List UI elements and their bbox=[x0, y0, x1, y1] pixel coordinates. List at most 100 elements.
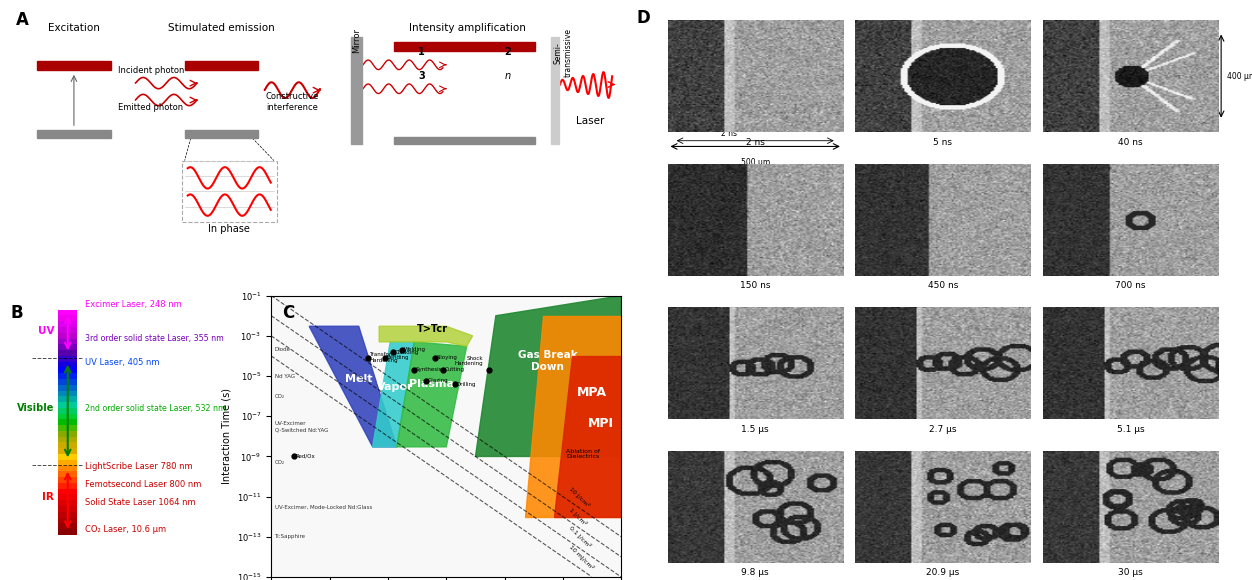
Bar bbox=[58, 419, 78, 425]
Bar bbox=[58, 316, 78, 321]
Text: Incident photon: Incident photon bbox=[118, 66, 184, 75]
Bar bbox=[58, 500, 78, 506]
Text: Melt: Melt bbox=[346, 374, 373, 384]
Text: Femotsecond Laser 800 nm: Femotsecond Laser 800 nm bbox=[85, 480, 202, 489]
Bar bbox=[58, 373, 78, 379]
Text: 3rd order solid state Laser, 355 nm: 3rd order solid state Laser, 355 nm bbox=[85, 334, 224, 343]
Text: Stimulated emission: Stimulated emission bbox=[168, 23, 275, 32]
Text: Plasma: Plasma bbox=[408, 379, 453, 389]
Text: A: A bbox=[15, 12, 29, 30]
Text: C: C bbox=[282, 304, 294, 322]
Text: 500 μm: 500 μm bbox=[740, 158, 770, 167]
Y-axis label: Interaction Time (s): Interaction Time (s) bbox=[222, 389, 232, 484]
Text: 2 ns: 2 ns bbox=[721, 129, 737, 138]
Bar bbox=[58, 472, 78, 477]
Polygon shape bbox=[525, 316, 621, 517]
Text: 1.5 μs: 1.5 μs bbox=[741, 425, 769, 434]
Text: Visible: Visible bbox=[16, 403, 54, 413]
Bar bbox=[58, 408, 78, 414]
Bar bbox=[351, 37, 362, 144]
Text: MPI: MPI bbox=[588, 417, 613, 430]
Bar bbox=[58, 529, 78, 535]
Text: Shock
Hardening: Shock Hardening bbox=[454, 356, 483, 367]
Text: Cladding: Cladding bbox=[394, 350, 419, 355]
Bar bbox=[182, 161, 277, 223]
Text: CO₂: CO₂ bbox=[274, 394, 284, 398]
Bar bbox=[58, 489, 78, 495]
Polygon shape bbox=[397, 342, 467, 447]
Text: 10 J/cm²: 10 J/cm² bbox=[568, 485, 591, 508]
Text: 700 ns: 700 ns bbox=[1116, 281, 1146, 291]
Text: Vapor: Vapor bbox=[377, 382, 413, 392]
Text: Glazing: Glazing bbox=[428, 378, 448, 383]
Bar bbox=[38, 60, 111, 70]
Text: UV: UV bbox=[38, 325, 54, 336]
Text: 150 ns: 150 ns bbox=[740, 281, 770, 291]
Text: Bending: Bending bbox=[387, 356, 409, 360]
Text: 450 ns: 450 ns bbox=[928, 281, 958, 291]
Text: 2 ns: 2 ns bbox=[746, 138, 765, 147]
Bar bbox=[58, 402, 78, 408]
Bar bbox=[58, 460, 78, 466]
Text: Excimer Laser, 248 nm: Excimer Laser, 248 nm bbox=[85, 300, 182, 309]
Bar bbox=[58, 350, 78, 356]
Text: Ti:Sapphire: Ti:Sapphire bbox=[274, 534, 305, 539]
Text: 1 J/cm²: 1 J/cm² bbox=[568, 507, 588, 527]
Text: T>Tcr: T>Tcr bbox=[417, 324, 448, 334]
Text: Cutting: Cutting bbox=[446, 368, 466, 372]
Bar bbox=[58, 448, 78, 454]
Polygon shape bbox=[476, 296, 621, 456]
Text: 10 mJ/cm²: 10 mJ/cm² bbox=[568, 543, 595, 570]
Bar bbox=[58, 339, 78, 345]
Text: Transform.
Hardening: Transform. Hardening bbox=[369, 353, 398, 363]
Text: 1: 1 bbox=[418, 47, 424, 57]
Text: Intensity amplification: Intensity amplification bbox=[409, 23, 526, 32]
Bar bbox=[58, 443, 78, 448]
Text: Si surface: Si surface bbox=[667, 175, 712, 184]
Bar bbox=[58, 379, 78, 385]
Text: CO₂ Laser, 10.6 μm: CO₂ Laser, 10.6 μm bbox=[85, 525, 167, 534]
Text: Gas Break
Down: Gas Break Down bbox=[518, 350, 577, 372]
Text: IR: IR bbox=[43, 492, 54, 502]
Text: 9.8 μs: 9.8 μs bbox=[741, 568, 769, 578]
Text: Synthesis: Synthesis bbox=[416, 368, 442, 372]
Bar bbox=[58, 512, 78, 517]
Bar bbox=[58, 345, 78, 350]
Bar bbox=[551, 37, 560, 144]
Text: 400 μm: 400 μm bbox=[1227, 71, 1252, 81]
Text: Mirror: Mirror bbox=[352, 28, 361, 53]
Text: Semi-
transmissive: Semi- transmissive bbox=[553, 28, 572, 77]
Text: 2: 2 bbox=[505, 47, 511, 57]
Bar bbox=[184, 60, 258, 70]
Text: UV Laser, 405 nm: UV Laser, 405 nm bbox=[85, 358, 160, 367]
Polygon shape bbox=[555, 356, 621, 517]
Text: UV-Excimer, Mode-Locked Nd:Glass: UV-Excimer, Mode-Locked Nd:Glass bbox=[274, 505, 372, 510]
Bar bbox=[58, 396, 78, 402]
Text: Emitted photon: Emitted photon bbox=[118, 103, 183, 112]
Bar bbox=[58, 368, 78, 373]
Text: Red/Ox: Red/Ox bbox=[295, 454, 316, 459]
Polygon shape bbox=[309, 326, 397, 447]
Text: Diode: Diode bbox=[274, 347, 290, 353]
Text: 2.7 μs: 2.7 μs bbox=[929, 425, 957, 434]
Text: 0.1 J/cm²: 0.1 J/cm² bbox=[568, 525, 592, 549]
Text: 3: 3 bbox=[418, 71, 424, 81]
Bar bbox=[58, 437, 78, 443]
Text: Solid State Laser 1064 nm: Solid State Laser 1064 nm bbox=[85, 498, 195, 508]
Text: 40 ns: 40 ns bbox=[1118, 138, 1143, 147]
Bar bbox=[58, 385, 78, 390]
Bar bbox=[58, 431, 78, 437]
Bar bbox=[394, 137, 536, 144]
Text: Drilling: Drilling bbox=[457, 382, 476, 386]
Bar bbox=[184, 129, 258, 138]
Bar bbox=[58, 333, 78, 339]
Text: CO₂: CO₂ bbox=[274, 460, 284, 465]
Text: 5.1 μs: 5.1 μs bbox=[1117, 425, 1144, 434]
Bar bbox=[58, 495, 78, 500]
Text: 2nd order solid state Laser, 532 nm: 2nd order solid state Laser, 532 nm bbox=[85, 404, 225, 413]
Bar bbox=[58, 327, 78, 333]
Bar bbox=[58, 517, 78, 523]
Text: n: n bbox=[505, 71, 511, 81]
Text: Laser: Laser bbox=[576, 116, 605, 126]
Bar bbox=[394, 42, 536, 51]
